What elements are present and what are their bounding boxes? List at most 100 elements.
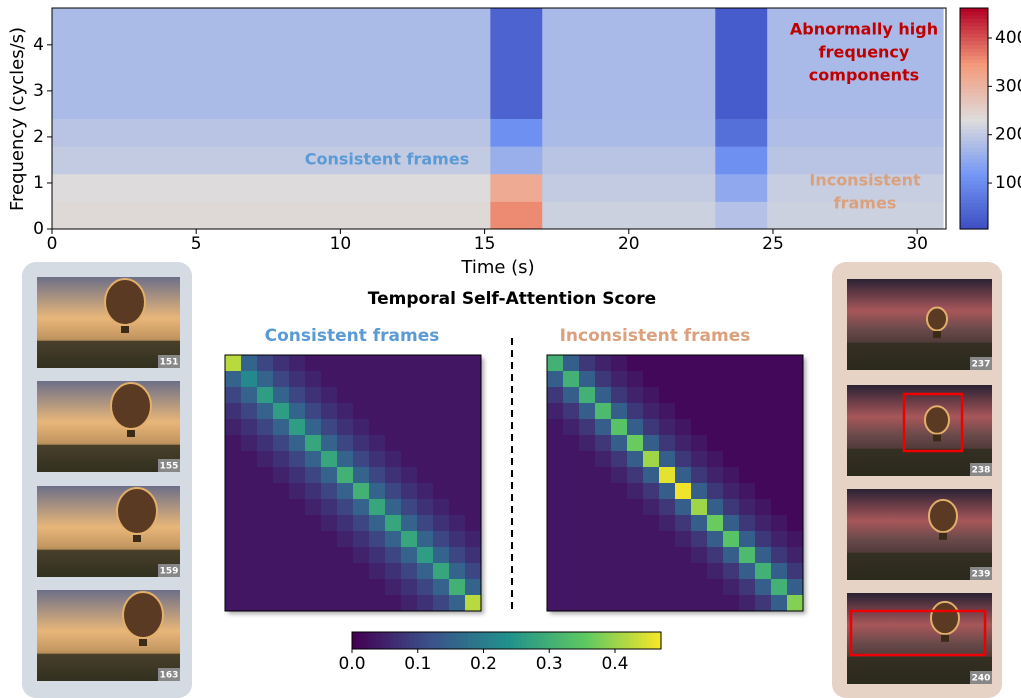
heatmap-cell — [611, 371, 627, 387]
colorbar-strip — [510, 632, 514, 649]
heatmap-cell — [739, 371, 755, 387]
heatmap-cell — [417, 483, 433, 499]
heatmap-cell — [490, 119, 542, 147]
heatmap-cell — [401, 419, 417, 435]
heatmap-cell — [257, 499, 273, 515]
heatmap-cell — [385, 419, 401, 435]
heatmap-cell — [547, 451, 563, 467]
heatmap-cell — [723, 547, 739, 563]
heatmap-cell — [369, 547, 385, 563]
heatmap-cell — [627, 531, 643, 547]
colorbar-strip — [960, 41, 988, 45]
heatmap-cell — [675, 547, 691, 563]
colorbar-strip — [607, 632, 611, 649]
colorbar-strip — [414, 632, 418, 649]
colorbar-strip — [960, 23, 988, 27]
heatmap-cell — [723, 467, 739, 483]
heatmap-cell — [675, 563, 691, 579]
heatmap-cell — [715, 146, 767, 174]
heatmap-cell — [321, 499, 337, 515]
heatmap-cell — [563, 387, 579, 403]
heatmap-cell — [659, 499, 675, 515]
heatmap-cell — [401, 547, 417, 563]
heatmap-cell — [611, 419, 627, 435]
heatmap-cell — [273, 515, 289, 531]
heatmap-cell — [675, 371, 691, 387]
heatmap-cell — [707, 419, 723, 435]
heatmap-cell — [337, 355, 353, 371]
heatmap-cell — [707, 371, 723, 387]
colorbar-tick-label: 200 — [995, 125, 1021, 145]
heatmap-cell — [369, 579, 385, 595]
colorbar-strip — [398, 632, 402, 649]
heatmap-cell — [611, 531, 627, 547]
heatmap-cell — [417, 563, 433, 579]
colorbar-strip — [960, 141, 988, 145]
heatmap-cell — [305, 595, 321, 611]
heatmap-cell — [305, 499, 321, 515]
heatmap-cell — [273, 531, 289, 547]
colorbar-strip — [491, 632, 495, 649]
heatmap-cell — [337, 563, 353, 579]
heatmap-cell — [433, 531, 449, 547]
colorbar-strip — [634, 632, 638, 649]
heatmap-cell — [659, 435, 675, 451]
colorbar-strip — [960, 144, 988, 148]
colorbar-strip — [960, 104, 988, 108]
heatmap-cell — [643, 467, 659, 483]
heatmap-cell — [289, 483, 305, 499]
heatmap-cell — [542, 8, 716, 119]
heatmap-cell — [353, 563, 369, 579]
heatmap-cell — [417, 515, 433, 531]
colorbar-strip — [479, 632, 483, 649]
heatmap-cell — [305, 419, 321, 435]
heatmap-cell — [595, 531, 611, 547]
heatmap-cell — [273, 451, 289, 467]
heatmap-cell — [401, 483, 417, 499]
colorbar-strip — [960, 85, 988, 89]
heatmap-cell — [433, 371, 449, 387]
heatmap-cell — [241, 579, 257, 595]
colorbar-strip — [642, 632, 646, 649]
heatmap-cell — [257, 483, 273, 499]
heatmap-cell — [611, 483, 627, 499]
basket — [127, 430, 135, 437]
heatmap-cell — [433, 547, 449, 563]
heatmap-cell — [449, 547, 465, 563]
heatmap-cell — [659, 355, 675, 371]
heatmap-cell — [755, 371, 771, 387]
colorbar-tick-label: 0.1 — [404, 654, 431, 674]
heatmap-cell — [739, 531, 755, 547]
heatmap-cell — [659, 547, 675, 563]
heatmap-cell — [595, 355, 611, 371]
heatmap-cell — [289, 355, 305, 371]
heatmap-cell — [787, 387, 803, 403]
heatmap-cell — [225, 595, 241, 611]
heatmap-cell — [563, 451, 579, 467]
colorbar-strip — [960, 52, 988, 56]
heatmap-cell — [739, 403, 755, 419]
balloon — [929, 500, 957, 532]
heatmap-cell — [465, 387, 481, 403]
heatmap-cell — [289, 499, 305, 515]
heatmap-cell — [563, 563, 579, 579]
heatmap-cell — [257, 355, 273, 371]
heatmap-cell — [707, 563, 723, 579]
heatmap-cell — [257, 419, 273, 435]
colorbar-strip — [960, 37, 988, 41]
heatmap-cell — [337, 515, 353, 531]
heatmap-cell — [257, 467, 273, 483]
heatmap-cell — [321, 515, 337, 531]
heatmap-cell — [739, 419, 755, 435]
heatmap-cell — [675, 387, 691, 403]
heatmap-cell — [563, 579, 579, 595]
heatmap-cell — [273, 563, 289, 579]
heatmap-cell — [433, 387, 449, 403]
heatmap-cell — [241, 371, 257, 387]
heatmap-cell — [715, 174, 767, 202]
colorbar-strip — [960, 170, 988, 174]
heatmap-cell — [417, 355, 433, 371]
y-tick-label: 2 — [33, 127, 44, 147]
heatmap-cell — [273, 403, 289, 419]
heatmap-cell — [433, 579, 449, 595]
